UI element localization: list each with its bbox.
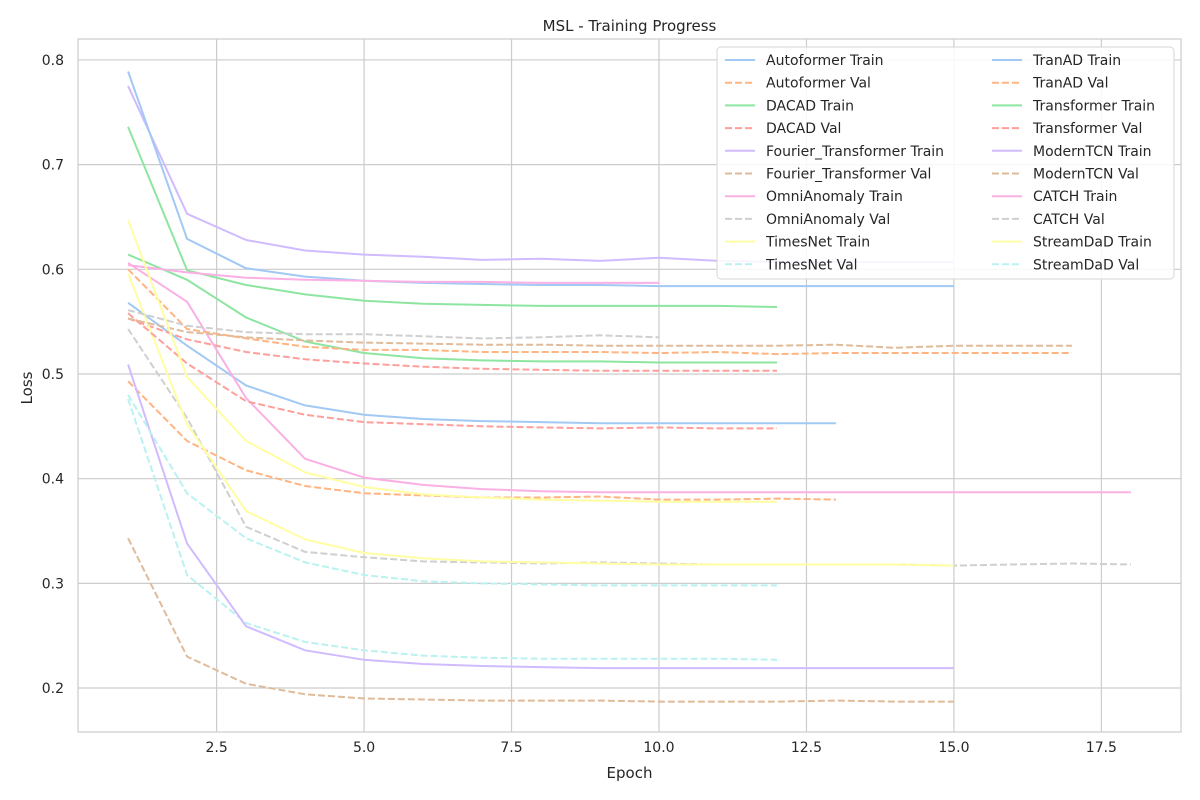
legend-label: TranAD Train <box>1032 53 1121 69</box>
y-tick-label: 0.8 <box>42 53 64 69</box>
y-tick-label: 0.7 <box>42 158 64 174</box>
series-line-autoformer-train <box>127 301 836 425</box>
y-tick-labels: 0.2 0.3 0.4 0.5 0.6 0.7 0.8 <box>42 53 64 697</box>
series-line-tranad-train <box>127 71 954 288</box>
legend-label: ModernTCN Train <box>1033 144 1152 160</box>
legend-box <box>716 46 1175 280</box>
x-tick-label: 17.5 <box>1086 740 1117 756</box>
series-lines <box>127 71 1131 703</box>
series-line-dacad-train <box>127 253 777 364</box>
legend-label: Autoformer Train <box>766 53 884 69</box>
x-tick-label: 5.0 <box>353 740 375 756</box>
legend-label: Fourier_Transformer Val <box>766 167 931 183</box>
series-line-moderntcn-train <box>127 364 954 670</box>
plot-frame <box>77 38 1182 733</box>
legend-label: TranAD Val <box>1032 76 1108 92</box>
series-line-streamdad-val <box>127 394 777 587</box>
legend-label: Transformer Train <box>1032 98 1155 114</box>
series-line-tranad-val <box>127 268 1072 356</box>
legend-label: Fourier_Transformer Train <box>766 144 944 160</box>
series-line-catch-val <box>127 309 660 340</box>
series-line-autoformer-val <box>127 380 836 501</box>
legend-label: TimesNet Val <box>765 257 858 273</box>
series-line-transformer-val <box>127 312 777 430</box>
series-line-timesnet-train <box>127 273 954 567</box>
series-line-fourier-transformer-val <box>127 537 954 703</box>
legend-label: OmniAnomaly Train <box>766 189 903 205</box>
legend-label: TimesNet Train <box>765 235 870 251</box>
series-line-dacad-val <box>127 317 777 372</box>
legend-label: ModernTCN Val <box>1033 167 1139 183</box>
series-line-omnianomaly-val <box>127 328 1131 567</box>
grid <box>78 39 1181 732</box>
x-axis-label: Epoch <box>607 764 653 782</box>
y-tick-label: 0.6 <box>42 262 64 278</box>
legend-label: CATCH Train <box>1033 189 1117 205</box>
legend-label: Autoformer Val <box>766 76 871 92</box>
y-tick-label: 0.4 <box>42 472 64 488</box>
legend-label: StreamDaD Train <box>1033 235 1152 251</box>
legend-label: Transformer Val <box>1032 121 1142 137</box>
x-tick-label: 7.5 <box>500 740 522 756</box>
y-tick-label: 0.2 <box>42 681 64 697</box>
legend-label: DACAD Val <box>766 121 841 137</box>
x-tick-label: 12.5 <box>791 740 822 756</box>
series-line-timesnet-val <box>127 398 778 661</box>
series-line-moderntcn-val <box>127 317 1072 349</box>
x-tick-label: 2.5 <box>205 740 227 756</box>
chart-title: MSL - Training Progress <box>543 17 717 35</box>
series-line-omnianomaly-train <box>127 262 1131 494</box>
legend-label: DACAD Train <box>766 98 854 114</box>
series-line-catch-train <box>127 264 659 284</box>
series-line-transformer-train <box>127 126 778 308</box>
legend-label: StreamDaD Val <box>1033 257 1139 273</box>
y-tick-label: 0.3 <box>42 576 64 592</box>
x-tick-label: 10.0 <box>643 740 674 756</box>
legend-label: OmniAnomaly Val <box>766 212 890 228</box>
x-tick-labels: 2.5 5.0 7.5 10.0 12.5 15.0 17.5 <box>205 740 1116 756</box>
series-line-streamdad-train <box>127 219 777 503</box>
y-tick-label: 0.5 <box>42 367 64 383</box>
y-axis-label: Loss <box>18 371 36 404</box>
legend-label: CATCH Val <box>1033 212 1105 228</box>
legend: Autoformer Train Autoformer Val DACAD Trai… <box>716 46 1175 280</box>
x-tick-label: 15.0 <box>938 740 969 756</box>
